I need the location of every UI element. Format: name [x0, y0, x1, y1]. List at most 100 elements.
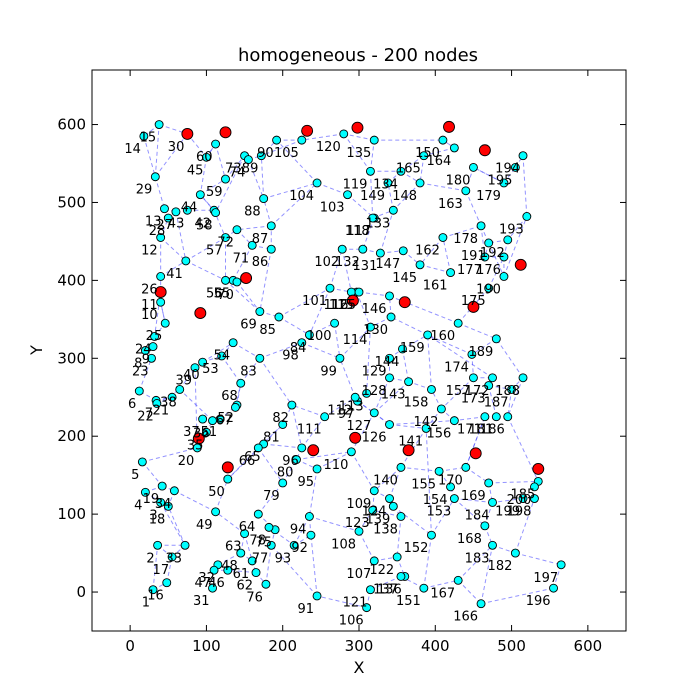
- node-160: [453, 318, 463, 328]
- node-label-51: 51: [201, 425, 218, 440]
- node-label-81: 81: [263, 431, 280, 446]
- node-152: [427, 530, 436, 540]
- edge-166-183: [480, 545, 493, 604]
- node-label-69: 69: [240, 318, 257, 333]
- edge-22-38: [156, 389, 180, 404]
- node-label-120: 120: [316, 140, 341, 155]
- edge-34-49: [174, 490, 216, 513]
- node-label-2: 2: [146, 551, 154, 566]
- edge-14-29: [143, 136, 156, 177]
- node-label-98: 98: [282, 349, 299, 364]
- node-22: [152, 399, 162, 408]
- node-label-27: 27: [156, 218, 173, 233]
- edge-110-127: [350, 412, 375, 453]
- node-label-18: 18: [149, 512, 166, 527]
- node-61: [247, 556, 257, 566]
- y-tick-label-0: 0: [76, 583, 86, 601]
- node-label-187: 187: [484, 395, 509, 410]
- node-label-135: 135: [346, 146, 371, 161]
- node-16: [162, 578, 172, 588]
- node-71: [247, 240, 257, 250]
- node-13: [160, 204, 169, 214]
- node-190: [499, 272, 509, 281]
- node-label-49: 49: [196, 518, 213, 533]
- node-label-170: 170: [438, 473, 463, 488]
- node-label-199: 199: [495, 505, 520, 520]
- sink-node-15: [221, 461, 234, 474]
- node-label-72: 72: [217, 236, 234, 251]
- node-label-200: 200: [507, 493, 532, 508]
- node-131: [375, 248, 385, 258]
- node-label-147: 147: [375, 257, 400, 272]
- node-label-70: 70: [217, 288, 234, 303]
- node-label-181: 181: [468, 423, 493, 438]
- node-label-33: 33: [166, 551, 183, 566]
- node-label-93: 93: [275, 551, 292, 566]
- node-58: [211, 208, 221, 218]
- node-label-159: 159: [400, 341, 425, 356]
- node-143: [404, 377, 414, 387]
- node-101: [325, 283, 335, 293]
- node-label-9: 9: [142, 353, 150, 368]
- node-label-21: 21: [153, 403, 170, 418]
- node-label-103: 103: [320, 201, 345, 216]
- node-label-45: 45: [187, 163, 204, 178]
- node-label-61: 61: [233, 567, 250, 582]
- node-label-90: 90: [257, 146, 274, 161]
- edge-45-44: [199, 157, 207, 195]
- sink-layer: [154, 120, 545, 475]
- y-tick-label-200: 200: [57, 427, 86, 445]
- sink-node-16: [307, 444, 320, 457]
- node-label-3: 3: [149, 508, 157, 523]
- node-label-15: 15: [140, 131, 157, 146]
- node-label-54: 54: [214, 349, 231, 364]
- edge-49-50: [215, 478, 229, 512]
- edge-40-54: [202, 342, 234, 363]
- y-tick-label-500: 500: [57, 193, 86, 211]
- edge-164-165: [423, 147, 455, 157]
- node-label-157: 157: [446, 384, 471, 399]
- node-label-42: 42: [195, 216, 212, 231]
- node-133: [388, 205, 398, 215]
- node-label-189: 189: [468, 345, 493, 360]
- edge-63-61: [244, 533, 253, 562]
- node-label-109: 109: [346, 497, 371, 512]
- node-label-196: 196: [526, 594, 551, 609]
- edge-144-143: [401, 348, 410, 382]
- node-label-11: 11: [141, 298, 158, 313]
- node-label-13: 13: [145, 215, 162, 230]
- node-label-113: 113: [339, 399, 364, 414]
- node-177: [480, 252, 490, 262]
- edge-88-104: [263, 182, 318, 200]
- node-25: [160, 318, 170, 328]
- edge-84-100: [309, 322, 335, 336]
- node-label-166: 166: [453, 610, 478, 625]
- node-label-193: 193: [499, 222, 524, 237]
- node-label-197: 197: [533, 571, 558, 586]
- edge-189-174: [471, 338, 497, 355]
- node-label-44: 44: [181, 201, 198, 216]
- node-label-95: 95: [297, 475, 314, 490]
- node-label-123: 123: [345, 516, 370, 531]
- node-104: [312, 178, 322, 188]
- node-label-173: 173: [461, 392, 486, 407]
- edge-29-13: [154, 176, 165, 209]
- node-label-58: 58: [196, 219, 213, 234]
- node-135: [369, 135, 379, 145]
- x-tick-label-500: 500: [497, 637, 526, 655]
- node-label-73: 73: [225, 162, 242, 177]
- node-53: [217, 351, 227, 361]
- node-label-55: 55: [214, 286, 231, 301]
- node-129: [385, 353, 394, 363]
- x-tick-label-300: 300: [345, 637, 374, 655]
- edge-12-41: [160, 237, 187, 262]
- node-label-153: 153: [427, 505, 452, 520]
- node-label-28: 28: [149, 224, 166, 239]
- edge-78-93: [268, 526, 295, 546]
- y-tick-label-400: 400: [57, 271, 86, 289]
- node-64: [253, 509, 263, 519]
- node-label-19: 19: [143, 492, 160, 507]
- edge-62-46: [227, 569, 257, 574]
- node-77: [266, 540, 276, 550]
- node-label-48: 48: [221, 559, 238, 574]
